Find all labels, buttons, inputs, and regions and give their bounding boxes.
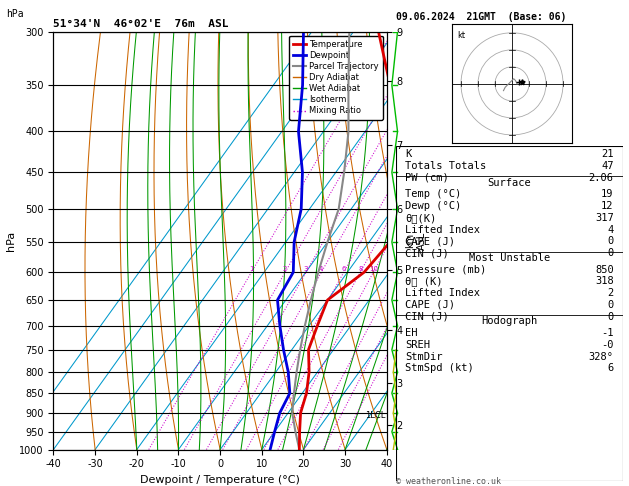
Text: -0: -0: [601, 340, 614, 350]
Text: Surface: Surface: [487, 177, 532, 188]
Text: θᴇ(K): θᴇ(K): [405, 213, 437, 223]
Text: Lifted Index: Lifted Index: [405, 288, 481, 298]
Text: 318: 318: [595, 277, 614, 286]
Y-axis label: hPa: hPa: [6, 230, 16, 251]
Text: 09.06.2024  21GMT  (Base: 06): 09.06.2024 21GMT (Base: 06): [396, 12, 567, 22]
Text: 6: 6: [342, 266, 346, 272]
Text: 2: 2: [608, 288, 614, 298]
Text: 1LCL: 1LCL: [365, 411, 386, 420]
Text: Most Unstable: Most Unstable: [469, 253, 550, 263]
Text: 47: 47: [601, 161, 614, 171]
Text: StmDir: StmDir: [405, 352, 443, 362]
Text: θᴇ (K): θᴇ (K): [405, 277, 443, 286]
Text: hPa: hPa: [6, 9, 24, 19]
Text: 8: 8: [358, 266, 362, 272]
Text: SREH: SREH: [405, 340, 430, 350]
Text: 6: 6: [608, 364, 614, 373]
Text: CAPE (J): CAPE (J): [405, 236, 455, 246]
Text: K: K: [405, 149, 411, 159]
Text: Pressure (mb): Pressure (mb): [405, 265, 487, 275]
Text: 328°: 328°: [589, 352, 614, 362]
Text: Hodograph: Hodograph: [481, 316, 538, 327]
Text: 2.06: 2.06: [589, 173, 614, 183]
Text: 0: 0: [608, 236, 614, 246]
Text: 2: 2: [283, 266, 287, 272]
Text: kt: kt: [457, 31, 465, 40]
Text: 21: 21: [601, 149, 614, 159]
Text: CAPE (J): CAPE (J): [405, 300, 455, 310]
Text: 0: 0: [608, 300, 614, 310]
Legend: Temperature, Dewpoint, Parcel Trajectory, Dry Adiabat, Wet Adiabat, Isotherm, Mi: Temperature, Dewpoint, Parcel Trajectory…: [289, 36, 382, 120]
Text: 850: 850: [595, 265, 614, 275]
Text: CIN (J): CIN (J): [405, 312, 449, 322]
Text: EH: EH: [405, 328, 418, 338]
Text: -1: -1: [601, 328, 614, 338]
Text: Lifted Index: Lifted Index: [405, 225, 481, 235]
Text: PW (cm): PW (cm): [405, 173, 449, 183]
Text: Dewp (°C): Dewp (°C): [405, 201, 462, 211]
Y-axis label: km
ASL: km ASL: [406, 231, 427, 250]
Text: 51°34'N  46°02'E  76m  ASL: 51°34'N 46°02'E 76m ASL: [53, 19, 229, 30]
Text: 12: 12: [601, 201, 614, 211]
Text: 3: 3: [304, 266, 308, 272]
Text: 19: 19: [601, 190, 614, 199]
Text: Temp (°C): Temp (°C): [405, 190, 462, 199]
Text: StmSpd (kt): StmSpd (kt): [405, 364, 474, 373]
Text: 4: 4: [608, 225, 614, 235]
Text: 10: 10: [369, 266, 378, 272]
Text: 0: 0: [608, 248, 614, 258]
Text: 0: 0: [608, 312, 614, 322]
Text: 317: 317: [595, 213, 614, 223]
Text: 1: 1: [249, 266, 253, 272]
Text: 4: 4: [319, 266, 323, 272]
Text: Totals Totals: Totals Totals: [405, 161, 487, 171]
Text: © weatheronline.co.uk: © weatheronline.co.uk: [396, 477, 501, 486]
X-axis label: Dewpoint / Temperature (°C): Dewpoint / Temperature (°C): [140, 475, 300, 485]
Text: CIN (J): CIN (J): [405, 248, 449, 258]
